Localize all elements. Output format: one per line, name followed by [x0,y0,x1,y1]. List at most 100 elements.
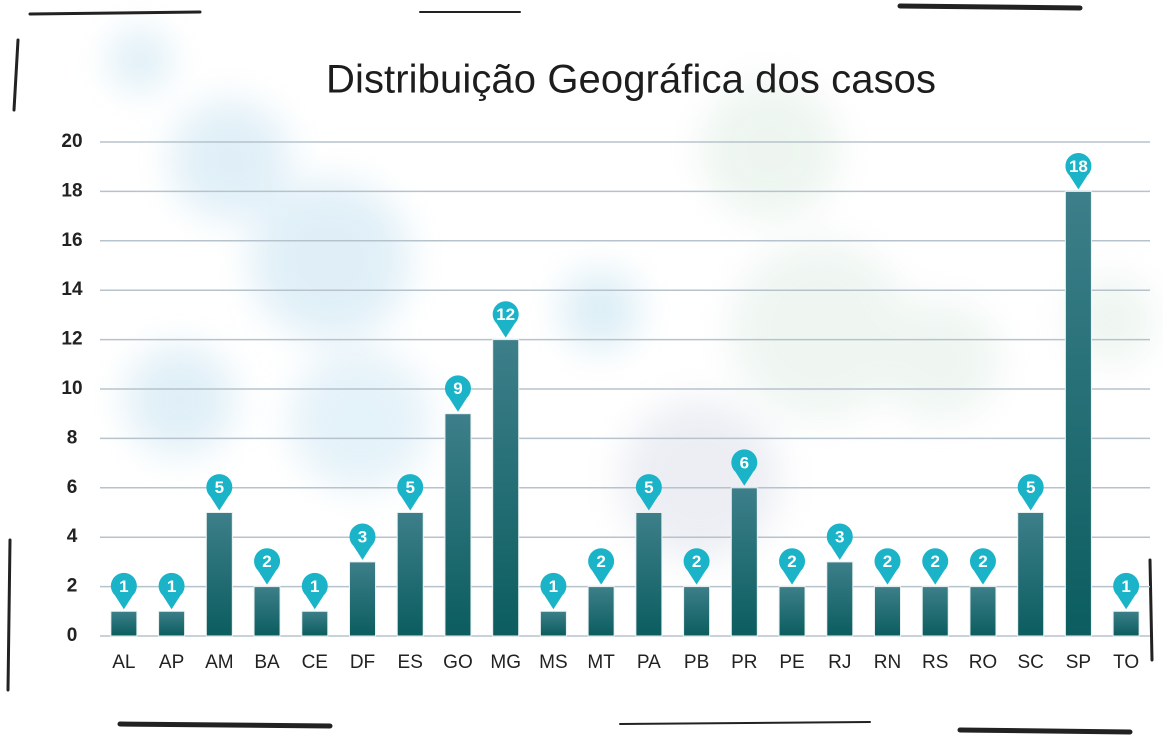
x-tick-label: MG [490,652,521,673]
bar [826,561,854,637]
value-pin [826,523,853,560]
bar [444,413,472,637]
x-tick-label: ES [398,652,423,673]
x-tick-label: TO [1113,652,1139,673]
value-pin [922,548,949,585]
value-label: 5 [215,478,224,497]
value-label: 2 [692,552,701,571]
bar [587,586,615,637]
x-tick-label: RO [969,652,998,673]
value-pin [397,474,424,511]
x-tick-label: SP [1066,652,1091,673]
value-label: 2 [978,552,987,571]
value-pin [779,548,806,585]
value-pin [158,572,185,610]
bar [730,487,758,637]
value-label: 1 [549,577,558,596]
x-tick-label: PR [731,652,757,673]
value-label: 5 [405,478,414,497]
y-tick-label: 6 [67,477,78,498]
chart-title: Distribuição Geográfica dos casos [326,58,936,102]
bar [539,610,567,637]
bar [253,586,281,637]
x-tick-label: RN [874,652,901,673]
y-tick-label: 4 [67,526,78,547]
bar [396,512,424,637]
value-pin [1065,153,1092,190]
value-pin [874,548,901,585]
bar [492,339,520,637]
value-label: 2 [930,552,939,571]
y-tick-label: 0 [67,625,78,646]
bar [301,610,329,637]
value-label: 5 [1026,478,1035,497]
x-tick-label: AM [205,652,234,673]
value-label: 18 [1069,157,1088,176]
y-tick-label: 2 [67,576,78,597]
value-label: 9 [453,379,462,398]
value-pin [444,375,471,412]
value-pin [683,548,710,585]
x-tick-label: AP [159,652,184,673]
value-label: 6 [740,453,749,472]
x-tick-label: GO [443,652,473,673]
value-label: 12 [496,305,515,324]
bar [921,586,949,637]
y-tick-label: 16 [61,230,82,251]
bar [1017,512,1045,637]
y-tick-label: 14 [61,279,83,300]
bar [205,512,233,637]
value-label: 3 [358,527,367,546]
value-pin [254,548,281,585]
y-tick-label: 20 [61,131,82,152]
value-label: 2 [883,552,892,571]
bar [778,586,806,637]
bar [874,586,901,637]
x-tick-label: RJ [828,652,851,673]
value-pin [1113,572,1140,610]
value-pin [349,523,376,560]
value-label: 2 [787,552,796,571]
bar [683,586,711,637]
y-tick-label: 10 [61,378,82,399]
value-pin [492,301,519,338]
bar [1112,610,1140,637]
x-tick-label: PE [779,652,804,673]
x-tick-label: PA [637,652,661,673]
value-pin [731,449,758,486]
value-label: 1 [1121,577,1130,596]
bar [969,586,997,637]
value-label: 1 [119,577,128,596]
y-tick-label: 18 [61,180,82,201]
bar [635,512,663,637]
x-tick-label: DF [350,652,375,673]
y-tick-label: 8 [67,427,78,448]
bar [1064,190,1092,637]
value-label: 5 [644,478,653,497]
value-pin [969,548,996,585]
background-splashes [110,30,1155,560]
value-label: 3 [835,527,844,546]
value-pin [635,474,662,511]
value-pin [110,572,137,610]
value-label: 2 [262,552,271,571]
y-tick-label: 12 [61,329,82,350]
x-tick-label: BA [254,652,280,673]
value-pin [1017,474,1044,511]
value-pin [540,572,567,610]
x-tick-label: RS [922,652,948,673]
value-label: 1 [310,577,319,596]
x-tick-label: PB [684,652,709,673]
bar [349,561,376,637]
value-label: 2 [596,552,605,571]
x-tick-label: SC [1017,652,1043,673]
x-tick-label: CE [302,652,328,673]
value-pin [588,548,615,585]
value-label: 1 [167,577,176,596]
value-pin [206,474,233,511]
frame [6,3,1154,735]
bar [158,610,186,637]
value-pin [301,572,328,610]
